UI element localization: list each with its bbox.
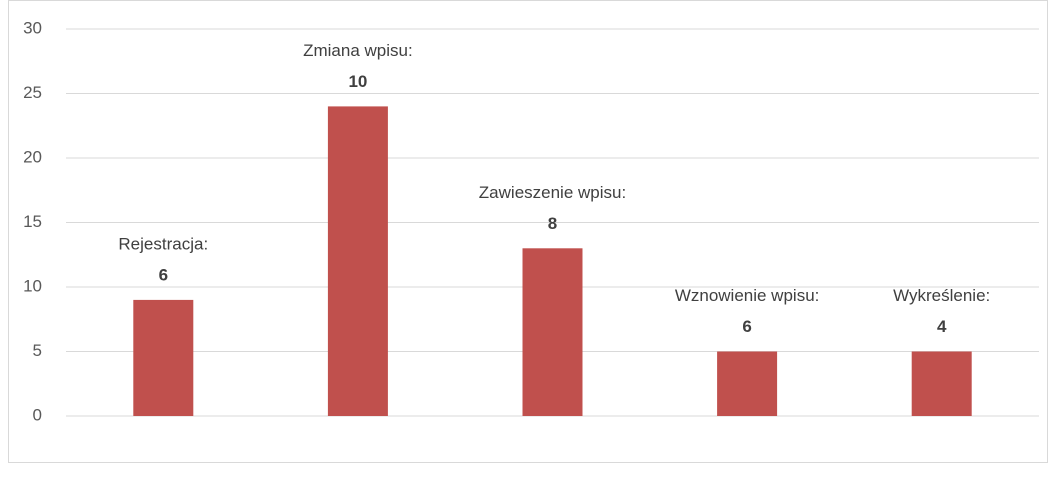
y-tick-label: 20: [23, 147, 42, 166]
data-label-category: Wykreślenie:: [893, 286, 990, 305]
y-tick-label: 15: [23, 212, 42, 231]
data-label-category: Wznowienie wpisu:: [675, 286, 820, 305]
bar: [133, 299, 194, 416]
data-label-number: 6: [159, 265, 168, 284]
y-tick-label: 5: [33, 341, 42, 360]
data-label-category: Rejestracja:: [118, 234, 208, 253]
y-tick-label: 25: [23, 83, 42, 102]
bar: [522, 248, 583, 416]
bar: [911, 351, 972, 416]
data-label-category: Zawieszenie wpisu:: [479, 183, 626, 202]
data-label-number: 10: [348, 72, 367, 91]
y-tick-label: 0: [33, 405, 42, 424]
data-label-number: 6: [742, 317, 751, 336]
data-label-number: 8: [548, 214, 557, 233]
data-label-number: 4: [937, 317, 947, 336]
bar: [327, 106, 388, 417]
bar: [717, 351, 778, 416]
y-tick-label: 30: [23, 18, 42, 37]
data-label-category: Zmiana wpisu:: [303, 41, 413, 60]
y-tick-label: 10: [23, 276, 42, 295]
